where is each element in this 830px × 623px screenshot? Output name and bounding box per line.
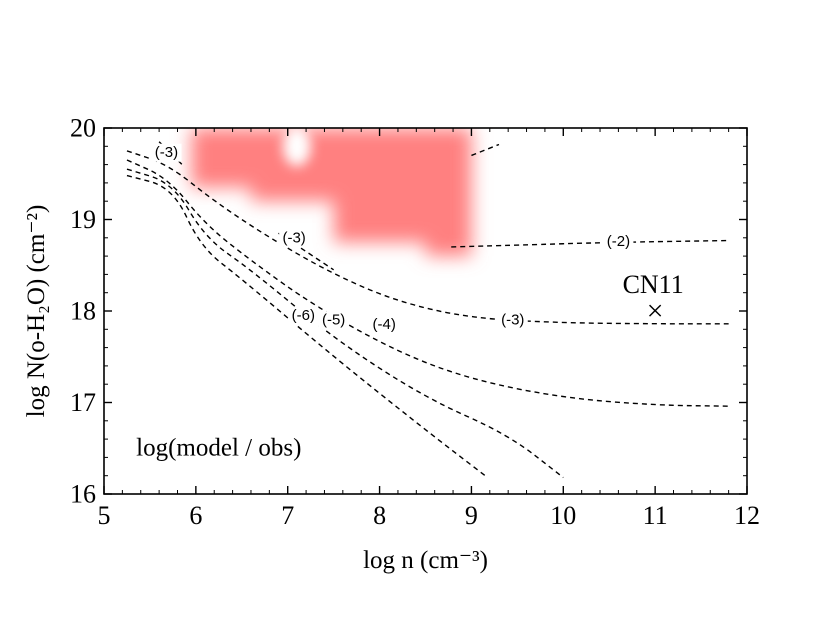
contour-label-bg-6	[151, 143, 182, 162]
contour-labels: (-2) (-3) (-4) (-5) (-6) (-3) (-3)	[151, 143, 634, 334]
x-tick-label-2: 7	[281, 501, 294, 530]
x-tick-label-6: 11	[643, 501, 668, 530]
contour-label-3: (-4)	[373, 316, 396, 333]
y-tick-label-4: 20	[70, 114, 96, 143]
x-axis-label: log n (cm⁻³)	[363, 547, 488, 574]
contour-line-m2-1	[471, 143, 500, 157]
x-tick-label-3: 8	[373, 501, 386, 530]
x-tick-labels: 5 6 7 8 9 10 11 12	[98, 501, 761, 530]
contour-line-m6-5	[126, 174, 486, 477]
contour-line-m2-0	[451, 239, 729, 248]
contour-line-m3-2	[126, 150, 729, 325]
y-tick-label-2: 18	[70, 297, 96, 326]
contour-label-bg-5	[288, 306, 319, 325]
contour-label-bg-3	[369, 315, 400, 334]
shade-cell-0	[191, 128, 251, 188]
y-tick-labels: 16 17 18 19 20	[70, 114, 96, 509]
cn11-marker: CN11 ×	[623, 270, 684, 328]
shade-cell-1	[250, 128, 444, 202]
x-tick-label-7: 12	[734, 501, 760, 530]
shade-hole	[282, 128, 311, 167]
contour-label-bg-2	[497, 311, 528, 330]
contour-line-m4-3	[126, 159, 729, 407]
cn11-label: CN11	[623, 270, 684, 299]
cn11-cross-marker: ×	[647, 295, 664, 328]
y-tick-label-1: 17	[70, 388, 96, 417]
x-tick-label-1: 6	[189, 501, 202, 530]
axis-ticks	[103, 127, 748, 495]
x-tick-label-0: 5	[98, 501, 111, 530]
y-tick-label-3: 19	[70, 205, 96, 234]
x-tick-label-4: 9	[465, 501, 478, 530]
contour-label-5: (-6)	[292, 307, 315, 324]
contour-label-bg-4	[318, 311, 349, 330]
shaded-region	[191, 128, 472, 257]
y-tick-label-0: 16	[70, 480, 96, 509]
contour-label-6: (-3)	[155, 144, 178, 161]
y-axis-label: log N(o-H₂O) (cm⁻²)	[23, 205, 50, 418]
contour-label-2: (-3)	[501, 312, 524, 329]
contour-label-0: (-2)	[607, 233, 630, 250]
x-tick-label-5: 10	[550, 501, 576, 530]
contour-label-7: (-3)	[282, 229, 305, 246]
contour-label-bg-0	[603, 232, 634, 251]
shade-cell-3	[425, 128, 472, 257]
contour-label-4: (-5)	[322, 312, 345, 329]
model-obs-annotation: log(model / obs)	[136, 435, 301, 462]
contour-label-bg-7	[279, 228, 310, 247]
